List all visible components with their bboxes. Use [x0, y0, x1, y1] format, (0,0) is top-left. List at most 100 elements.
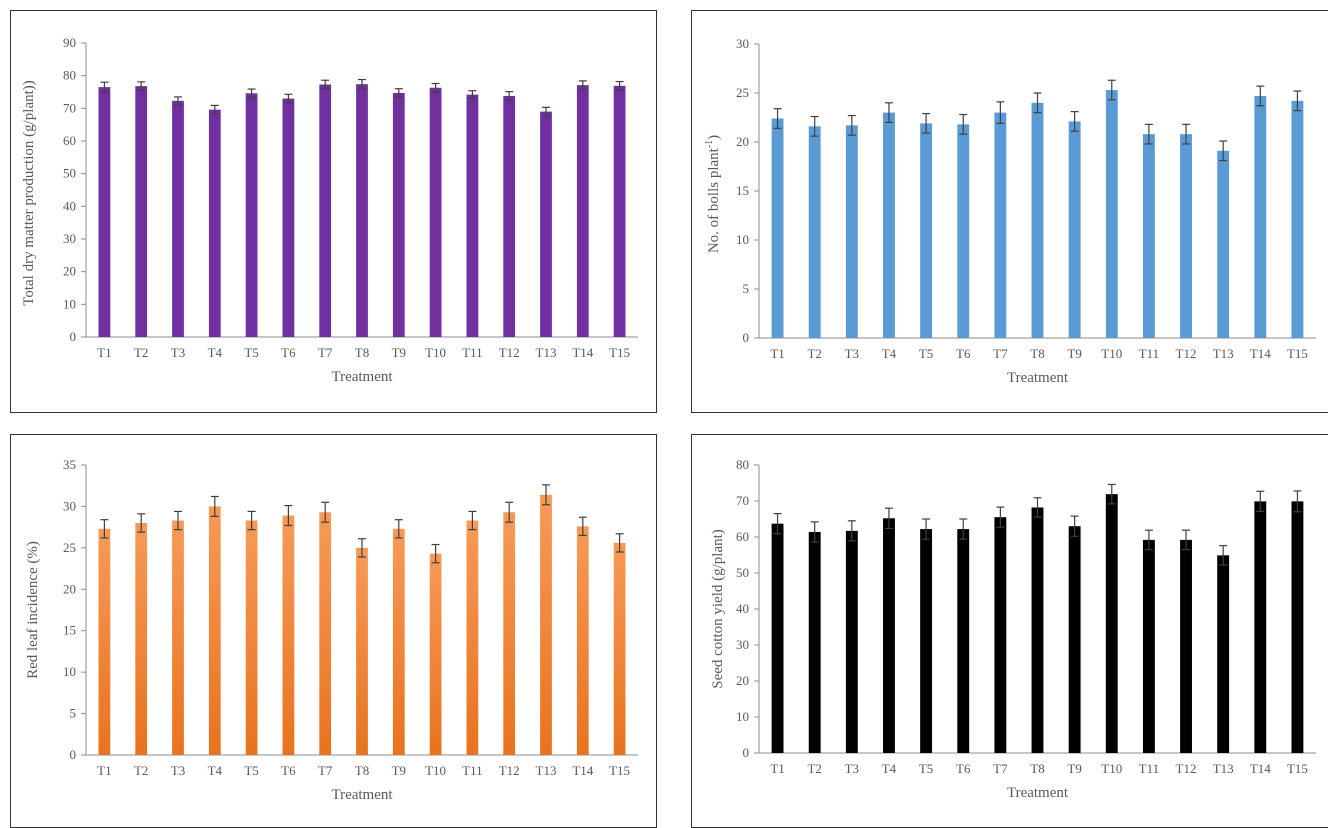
bar-t15 [613, 542, 626, 755]
x-tick-label: T2 [134, 763, 148, 778]
y-tick-label: 0 [743, 745, 750, 760]
x-tick-label: T2 [807, 346, 821, 361]
x-tick-label: T7 [993, 346, 1008, 361]
error-bar-t7 [996, 101, 1005, 124]
bar-t9 [392, 528, 405, 755]
bar-t5 [920, 529, 933, 753]
y-tick-label: 20 [63, 264, 76, 279]
error-bar-t14 [578, 80, 587, 90]
error-bar-t5 [247, 88, 256, 99]
bar-t3 [172, 520, 184, 755]
x-tick-label: T12 [1176, 346, 1197, 361]
error-bar-t15 [1293, 90, 1302, 112]
bar-t7 [319, 512, 332, 755]
error-bar-t1 [100, 519, 109, 539]
x-tick-label: T10 [1101, 346, 1122, 361]
error-bar-t7 [321, 501, 330, 523]
bar-t6 [282, 98, 295, 338]
x-tick-label: T15 [1287, 346, 1308, 361]
x-tick-label: T8 [355, 763, 369, 778]
bar-t10 [1105, 90, 1118, 338]
bar-t11 [466, 520, 479, 755]
bar-t7 [994, 517, 1007, 753]
chart-panel-dry-matter: 0 10 20 30 40 50 60 70 80 90 T1 T2 T3 T4 T5 T6 T7 T8 T9 T10… [10, 10, 657, 413]
y-tick-label: 30 [736, 36, 749, 51]
bar-t4 [883, 112, 895, 338]
y-tick-label: 25 [736, 85, 749, 100]
x-axis-title: Treatment [331, 787, 393, 803]
y-tick-label: 10 [736, 709, 749, 724]
bar-t2 [808, 531, 821, 753]
error-bar-t2 [137, 513, 146, 533]
error-bar-t11 [1144, 123, 1153, 145]
error-bar-t12 [1182, 529, 1191, 551]
bar-t5 [245, 93, 258, 337]
error-bar-t13 [1219, 545, 1228, 566]
bar-t3 [845, 125, 858, 338]
x-tick-label: T12 [1176, 761, 1197, 776]
error-bar-t5 [922, 112, 931, 134]
x-tick-label: T9 [1067, 761, 1081, 776]
bar-t15 [613, 85, 626, 337]
y-tick-label: 70 [63, 100, 76, 115]
error-bar-t11 [468, 510, 477, 531]
x-tick-label: T13 [1213, 346, 1234, 361]
error-bar-t1 [773, 512, 782, 535]
x-tick-label: T9 [1067, 346, 1081, 361]
x-tick-label: T5 [919, 346, 933, 361]
bar-t10 [1105, 494, 1118, 753]
x-tick-label: T8 [1030, 761, 1044, 776]
error-bar-t14 [1256, 85, 1265, 107]
chart-dry-matter: 0 10 20 30 40 50 60 70 80 90 T1 T2 T3 T4 T5 T6 T7 T8 T9 T10… [21, 35, 638, 385]
error-bar-t8 [1033, 92, 1042, 114]
x-tick-label: T6 [281, 763, 296, 778]
bar-t1 [98, 87, 111, 337]
error-bar-t10 [431, 82, 440, 93]
bar-t2 [808, 126, 821, 338]
y-tick-label: 5 [70, 706, 77, 721]
x-tick-label: T3 [845, 761, 859, 776]
error-bar-t5 [247, 510, 256, 531]
y-tick-label: 10 [63, 664, 76, 679]
x-tick-label: T5 [919, 761, 933, 776]
bar-t5 [920, 123, 933, 338]
bar-t13 [1217, 555, 1230, 753]
bar-t13 [540, 494, 552, 755]
y-tick-label: 30 [63, 498, 76, 513]
bar-t9 [1068, 526, 1081, 753]
x-tick-label: T2 [807, 761, 821, 776]
error-bar-t10 [1107, 79, 1116, 101]
x-tick-label: T15 [609, 763, 630, 778]
bar-t15 [1291, 100, 1304, 338]
x-tick-label: T4 [882, 346, 897, 361]
x-tick-label: T8 [1030, 346, 1044, 361]
x-tick-label: T14 [1250, 761, 1271, 776]
bar-t4 [208, 109, 221, 337]
chart-panel-bolls: 0 5 10 15 20 25 30 T1 T2 T3 T4 T5 T6 T7 T8 T9 T10 T11 T12 T… [691, 10, 1328, 413]
bar-t9 [392, 92, 405, 337]
bar-t12 [503, 95, 516, 337]
chart-bolls: 0 5 10 15 20 25 30 T1 T2 T3 T4 T5 T6 T7 T8 T9 T10 T11 T12 T… [704, 36, 1316, 386]
bar-t8 [1031, 102, 1044, 338]
error-bar-t15 [1293, 490, 1302, 513]
x-tick-label: T3 [171, 345, 185, 360]
x-tick-label: T7 [993, 761, 1008, 776]
y-tick-label: 10 [736, 232, 749, 247]
y-axis-title: No. of bolls plant-1) [704, 135, 722, 253]
error-bar-t6 [284, 504, 293, 527]
bar-t8 [356, 547, 368, 755]
bar-t6 [957, 124, 970, 338]
error-bar-t2 [810, 115, 819, 137]
bar-t14 [1254, 501, 1267, 753]
error-bar-t15 [615, 533, 624, 553]
x-tick-label: T15 [1287, 761, 1308, 776]
x-tick-label: T7 [318, 763, 333, 778]
x-tick-label: T3 [171, 763, 185, 778]
x-tick-label: T11 [462, 345, 482, 360]
y-tick-label: 70 [736, 493, 749, 508]
bar-t13 [540, 111, 552, 337]
y-axis-title: Seed cotton yield (g/plant) [710, 529, 726, 689]
bar-t8 [356, 84, 368, 337]
error-bar-t8 [358, 538, 366, 558]
error-bar-t12 [505, 501, 514, 523]
